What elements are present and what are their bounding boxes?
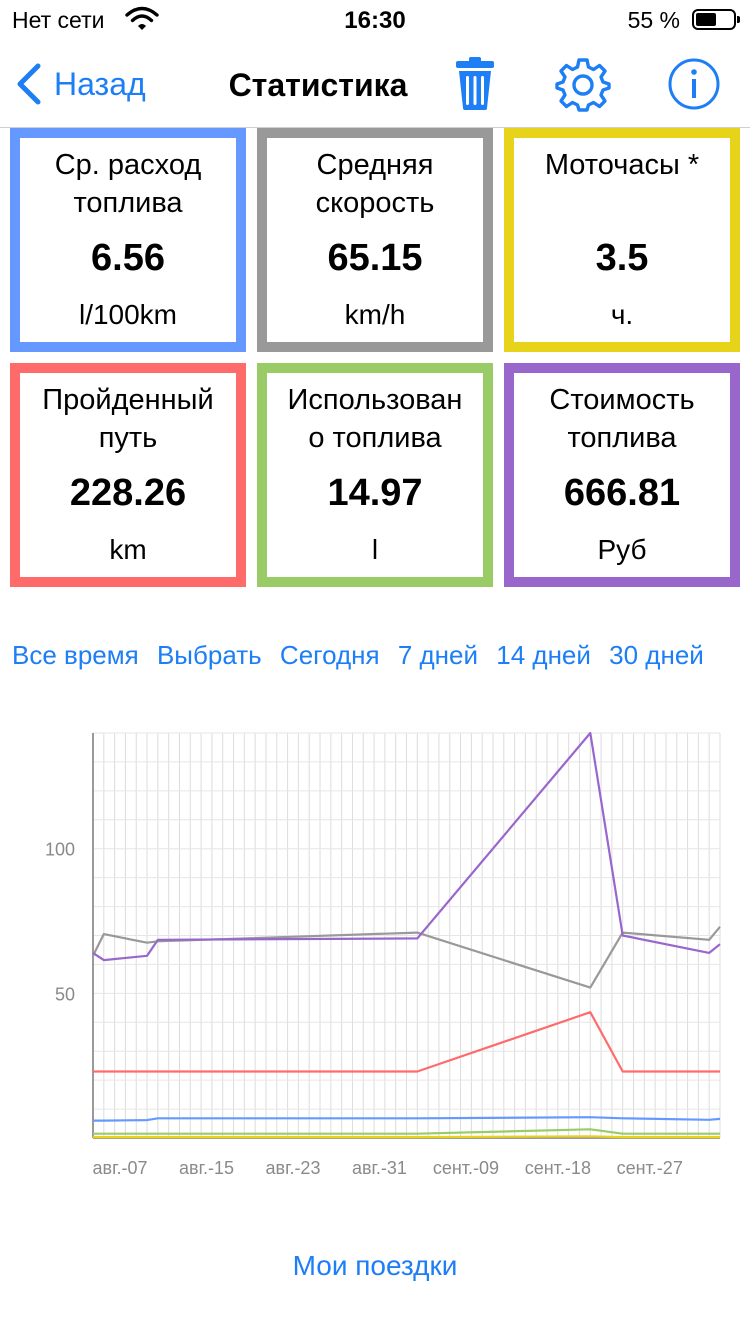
stat-value: 65.15	[327, 237, 423, 279]
period-today[interactable]: Сегодня	[279, 640, 380, 670]
x-tick-label: авг.-15	[179, 1158, 234, 1178]
period-all-time[interactable]: Все время	[12, 640, 139, 670]
x-tick-label: авг.-23	[266, 1158, 321, 1178]
trash-icon[interactable]	[447, 56, 503, 112]
stat-tile-avg-speed: Средняя скорость 65.15 km/h	[257, 128, 493, 352]
stat-unit: l/100km	[78, 299, 178, 330]
stat-label: Использован о топлива	[287, 384, 463, 454]
series-line	[92, 926, 721, 989]
clock: 16:30	[344, 7, 406, 34]
back-button[interactable]: Назад	[14, 62, 146, 106]
x-tick-label: сент.-27	[617, 1158, 683, 1178]
back-label: Назад	[54, 65, 146, 102]
my-trips-link[interactable]: Мои поездки	[292, 1250, 458, 1281]
stat-value: 3.5	[595, 237, 649, 279]
battery-percent: 55 %	[627, 7, 680, 33]
stat-label: Пройденный путь	[42, 384, 214, 454]
y-tick-label: 100	[45, 840, 75, 860]
series-line	[92, 731, 721, 962]
stat-tile-avg-fuel: Ср. расход топлива 6.56 l/100km	[10, 128, 246, 352]
stats-line-chart: 50 100 авг.-07 авг.-15 авг.-23 авг.-31 сент.-0…	[45, 731, 721, 1178]
period-30-days[interactable]: 30 дней	[609, 640, 704, 670]
stat-label: Стоимость топлива	[549, 384, 695, 454]
stat-value: 228.26	[69, 472, 187, 514]
period-selector: Все время Выбрать Сегодня 7 дней 14 дней…	[12, 640, 750, 680]
stat-unit: Руб	[597, 534, 647, 565]
stat-unit: km/h	[344, 299, 406, 330]
stat-tile-fuel-cost: Стоимость топлива 666.81 Руб	[504, 363, 740, 587]
stat-tile-engine-hours: Моточасы * 3.5 ч.	[504, 128, 740, 352]
series-line	[93, 1011, 720, 1073]
series-line	[93, 1116, 721, 1122]
period-7-days[interactable]: 7 дней	[397, 640, 479, 670]
x-tick-label: авг.-31	[352, 1158, 407, 1178]
chevron-left-icon	[17, 63, 41, 105]
stat-label: Средняя скорость	[315, 149, 435, 219]
status-bar: Нет сети 16:30 55 %	[0, 0, 750, 40]
period-14-days[interactable]: 14 дней	[496, 640, 591, 670]
stat-tile-fuel-used: Использован о топлива 14.97 l	[257, 363, 493, 587]
stat-value: 14.97	[327, 472, 423, 514]
battery-icon	[692, 9, 740, 30]
stat-label: Ср. расход топлива	[54, 149, 202, 219]
stat-unit: ч.	[610, 299, 634, 330]
carrier-label: Нет сети	[12, 7, 105, 33]
x-tick-label: сент.-18	[525, 1158, 591, 1178]
info-icon[interactable]	[666, 56, 722, 112]
stat-unit: km	[109, 534, 147, 565]
series-line	[93, 1128, 720, 1135]
series-line	[93, 1135, 720, 1139]
page-title: Статистика	[228, 67, 408, 103]
navigation-bar: Назад Статистика	[0, 40, 750, 128]
x-tick-label: авг.-07	[93, 1158, 148, 1178]
gear-icon[interactable]	[555, 56, 611, 112]
stat-value: 666.81	[563, 472, 681, 514]
stat-unit: l	[371, 534, 379, 565]
period-custom[interactable]: Выбрать	[156, 640, 262, 670]
wifi-icon	[125, 6, 159, 30]
stat-label: Моточасы *	[544, 149, 700, 181]
stat-value: 6.56	[91, 237, 165, 279]
x-tick-label: сент.-09	[433, 1158, 499, 1178]
stat-tile-distance: Пройденный путь 228.26 km	[10, 363, 246, 587]
y-tick-label: 50	[55, 984, 75, 1004]
